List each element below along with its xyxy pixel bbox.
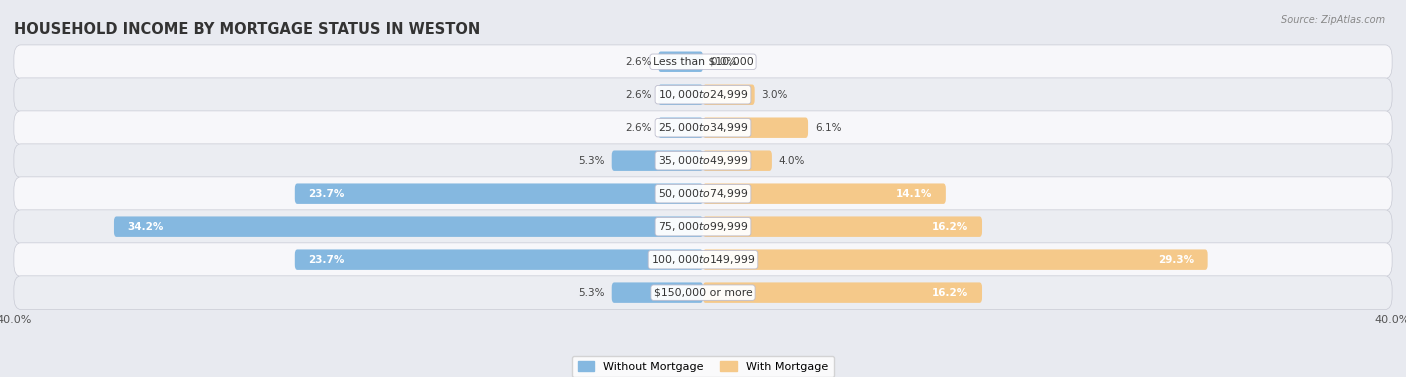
FancyBboxPatch shape	[703, 184, 946, 204]
Text: 5.3%: 5.3%	[578, 156, 605, 166]
Text: 2.6%: 2.6%	[624, 90, 651, 100]
FancyBboxPatch shape	[703, 118, 808, 138]
FancyBboxPatch shape	[295, 184, 703, 204]
FancyBboxPatch shape	[14, 144, 1392, 178]
Text: $150,000 or more: $150,000 or more	[654, 288, 752, 298]
Text: $10,000 to $24,999: $10,000 to $24,999	[658, 88, 748, 101]
Text: 3.0%: 3.0%	[762, 90, 787, 100]
FancyBboxPatch shape	[703, 282, 981, 303]
Text: 5.3%: 5.3%	[578, 288, 605, 298]
FancyBboxPatch shape	[658, 118, 703, 138]
FancyBboxPatch shape	[612, 150, 703, 171]
Text: 16.2%: 16.2%	[932, 288, 969, 298]
Text: 2.6%: 2.6%	[624, 123, 651, 133]
Text: HOUSEHOLD INCOME BY MORTGAGE STATUS IN WESTON: HOUSEHOLD INCOME BY MORTGAGE STATUS IN W…	[14, 22, 481, 37]
FancyBboxPatch shape	[14, 243, 1392, 276]
Text: $25,000 to $34,999: $25,000 to $34,999	[658, 121, 748, 134]
FancyBboxPatch shape	[703, 84, 755, 105]
FancyBboxPatch shape	[703, 250, 1208, 270]
Text: $75,000 to $99,999: $75,000 to $99,999	[658, 220, 748, 233]
Text: $100,000 to $149,999: $100,000 to $149,999	[651, 253, 755, 266]
FancyBboxPatch shape	[703, 216, 981, 237]
Text: 23.7%: 23.7%	[308, 254, 344, 265]
Text: 0.0%: 0.0%	[710, 57, 737, 67]
Text: $35,000 to $49,999: $35,000 to $49,999	[658, 154, 748, 167]
FancyBboxPatch shape	[14, 78, 1392, 112]
FancyBboxPatch shape	[14, 45, 1392, 78]
Text: 16.2%: 16.2%	[932, 222, 969, 232]
Text: 29.3%: 29.3%	[1157, 254, 1194, 265]
Text: 6.1%: 6.1%	[815, 123, 841, 133]
Text: Source: ZipAtlas.com: Source: ZipAtlas.com	[1281, 15, 1385, 25]
FancyBboxPatch shape	[14, 210, 1392, 244]
FancyBboxPatch shape	[703, 150, 772, 171]
Text: 2.6%: 2.6%	[624, 57, 651, 67]
FancyBboxPatch shape	[658, 84, 703, 105]
FancyBboxPatch shape	[658, 52, 703, 72]
Text: 4.0%: 4.0%	[779, 156, 806, 166]
Text: $50,000 to $74,999: $50,000 to $74,999	[658, 187, 748, 200]
FancyBboxPatch shape	[612, 282, 703, 303]
FancyBboxPatch shape	[114, 216, 703, 237]
FancyBboxPatch shape	[14, 276, 1392, 310]
Text: 14.1%: 14.1%	[896, 188, 932, 199]
Text: Less than $10,000: Less than $10,000	[652, 57, 754, 67]
FancyBboxPatch shape	[14, 111, 1392, 144]
FancyBboxPatch shape	[14, 177, 1392, 210]
FancyBboxPatch shape	[295, 250, 703, 270]
Text: 23.7%: 23.7%	[308, 188, 344, 199]
Legend: Without Mortgage, With Mortgage: Without Mortgage, With Mortgage	[572, 356, 834, 377]
Text: 34.2%: 34.2%	[128, 222, 165, 232]
